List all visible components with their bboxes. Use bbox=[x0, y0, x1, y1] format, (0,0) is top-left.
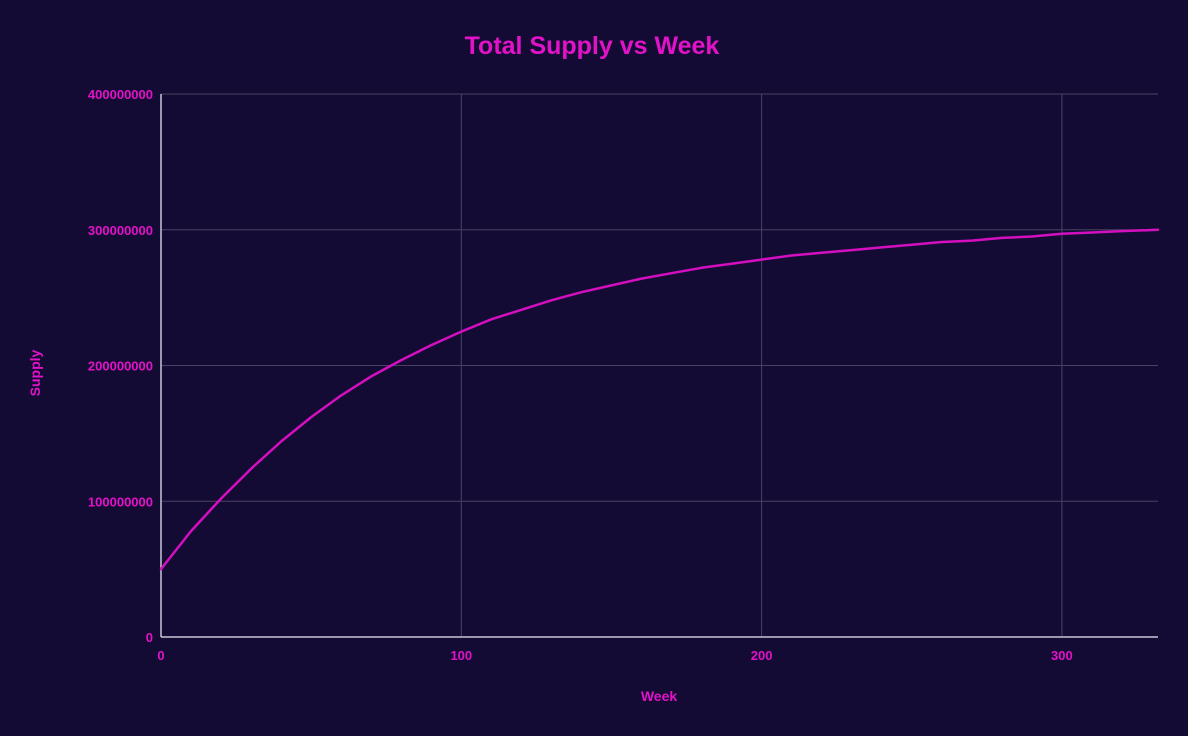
gridlines bbox=[161, 93, 1158, 637]
y-tick-label: 100000000 bbox=[88, 494, 153, 509]
series-lines bbox=[159, 228, 1160, 571]
y-axis-label: Supply bbox=[27, 349, 43, 396]
x-axis-label: Week bbox=[641, 688, 678, 704]
tick-labels: 0 100000000 200000000 300000000 400000000 0 10… bbox=[88, 87, 1073, 663]
x-tick-label: 100 bbox=[450, 648, 472, 663]
chart-title: Total Supply vs Week bbox=[465, 32, 720, 60]
y-tick-label: 0 bbox=[146, 630, 153, 645]
x-tick-label: 300 bbox=[1051, 648, 1073, 663]
axes bbox=[160, 94, 1158, 638]
y-tick-label: 200000000 bbox=[88, 359, 153, 374]
x-tick-label: 200 bbox=[751, 648, 773, 663]
supply-series-line bbox=[159, 228, 1160, 571]
y-tick-label: 400000000 bbox=[88, 87, 153, 102]
x-tick-label: 0 bbox=[157, 648, 164, 663]
y-tick-label: 300000000 bbox=[88, 223, 153, 238]
